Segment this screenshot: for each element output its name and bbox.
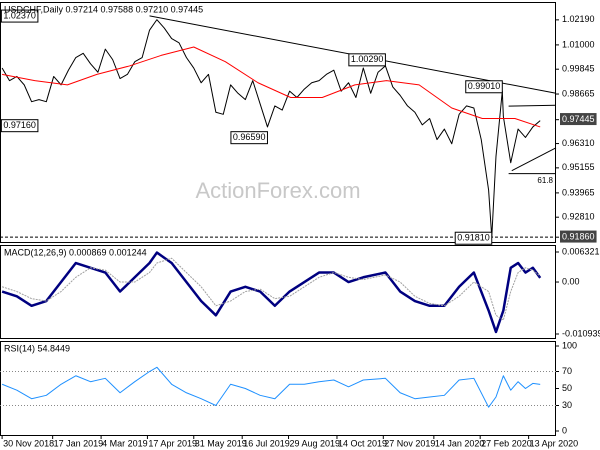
y-tick-label: 0.96310 (562, 138, 595, 148)
panel-title: RSI(14) 54.8449 (4, 343, 70, 353)
x-tick-label: 27 Nov 2019 (384, 438, 435, 448)
y-tick-label: 0.99845 (562, 64, 595, 74)
level-box (230, 131, 268, 145)
x-tick-label: 29 Aug 2019 (290, 438, 341, 448)
level-box (454, 231, 493, 245)
x-tick-label: 17 Jan 2019 (54, 438, 104, 448)
y-tick-label: 0.95155 (562, 162, 595, 172)
level-label: 1.00290 (351, 54, 384, 64)
y-tick-label: 0.91860 (562, 232, 595, 242)
y-tick-label: 0.97445 (562, 114, 595, 124)
y-tick-label: 0.92810 (562, 212, 595, 222)
y-tick-highlight (560, 230, 597, 243)
y-tick-label: 100 (562, 340, 577, 350)
y-tick-label: 30 (562, 400, 572, 410)
x-tick-label: 14 Oct 2019 (338, 438, 387, 448)
y-tick-label: -0.010939 (562, 328, 600, 338)
y-tick-label: 1.01000 (562, 39, 595, 49)
x-tick-label: 30 Nov 2018 (3, 438, 54, 448)
series-line (1, 257, 541, 321)
trendline (508, 104, 557, 107)
y-tick-label: 0.98665 (562, 88, 595, 98)
series-line (1, 251, 542, 334)
y-tick-label: 0 (562, 425, 567, 435)
y-tick-label: 70 (562, 366, 572, 376)
trendline (511, 147, 557, 172)
level-box (348, 53, 386, 67)
x-tick-label: 27 Feb 2020 (481, 438, 532, 448)
x-tick-label: 13 Apr 2020 (530, 438, 579, 448)
y-tick-label: 0.93965 (562, 187, 595, 197)
panel-frame (0, 245, 556, 339)
y-tick-label: 0.006321 (562, 246, 600, 256)
y-tick-highlight (560, 113, 597, 126)
level-label: 0.99010 (468, 81, 501, 91)
x-tick-label: 31 May 2019 (195, 438, 247, 448)
y-tick-label: 0.00 (562, 276, 580, 286)
y-tick-label: 1.02190 (562, 14, 595, 24)
series-line (2, 46, 541, 128)
panel-title: MACD(12,26,9) 0.000869 0.001244 (4, 247, 147, 257)
x-tick-label: 17 Apr 2019 (148, 438, 197, 448)
y-tick-label: 50 (562, 383, 572, 393)
level-box (0, 9, 39, 23)
x-tick-label: 14 Jan 2020 (435, 438, 485, 448)
level-label: 0.96590 (233, 132, 266, 142)
series-line (1, 19, 541, 238)
x-tick-label: 16 Jul 2019 (243, 438, 290, 448)
watermark: ActionForex.com (195, 178, 360, 203)
level-box (465, 80, 503, 94)
level-label: 1.02370 (3, 10, 36, 20)
level-label: 0.91810 (457, 233, 490, 243)
fib-label: 61.8 (537, 176, 553, 185)
x-tick-label: 4 Mar 2019 (102, 438, 148, 448)
series-line (1, 366, 541, 408)
panel-frame (0, 2, 556, 243)
level-label: 0.97160 (3, 120, 36, 130)
level-box (0, 119, 39, 133)
panel-title: USDCHF,Daily 0.97214 0.97588 0.97210 0.9… (4, 4, 203, 14)
panel-frame (0, 341, 556, 436)
